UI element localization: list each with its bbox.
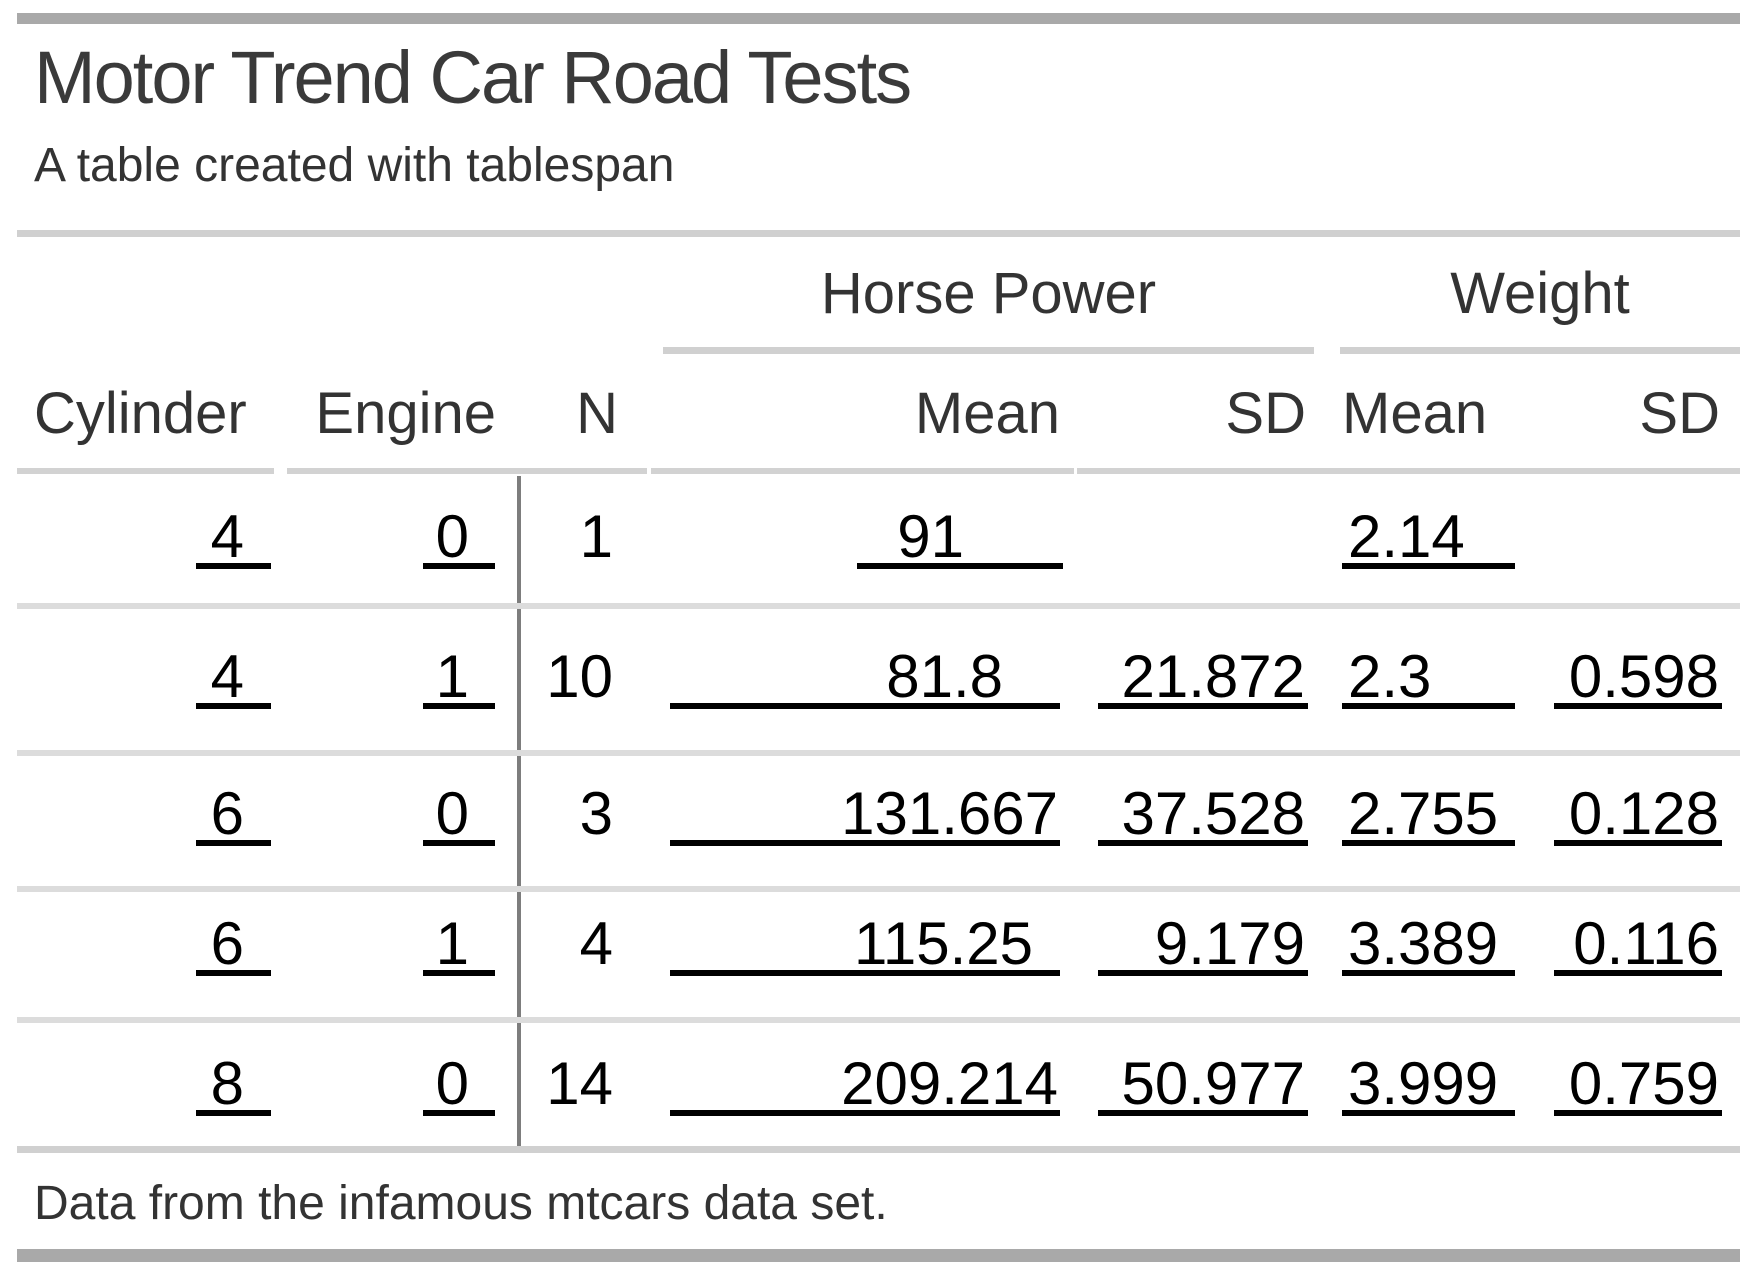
cell-engine: 0 xyxy=(423,1052,495,1116)
cell-hp-sd: 21.872 xyxy=(1098,645,1308,709)
cell-cylinder: 8 xyxy=(196,1052,271,1116)
cell-wt-sd xyxy=(1554,505,1722,569)
header-divider-segment xyxy=(287,468,647,474)
cell-cylinder: 6 xyxy=(196,912,271,976)
cell-hp-sd: 9.179 xyxy=(1098,912,1308,976)
cell-wt-sd: 0.128 xyxy=(1554,782,1722,846)
column-header-hp-mean: Mean xyxy=(914,381,1060,446)
top-border-bar xyxy=(17,13,1740,24)
cell-engine: 1 xyxy=(423,912,495,976)
cell-n: 14 xyxy=(546,1050,613,1117)
spanner-horse-power: Horse Power xyxy=(820,261,1157,326)
spanner-weight: Weight xyxy=(1450,261,1630,326)
cell-hp-mean: 115.25 xyxy=(670,912,1060,976)
bottom-border-bar xyxy=(17,1249,1740,1262)
cell-wt-mean: 2.755 xyxy=(1342,782,1515,846)
cell-wt-sd: 0.116 xyxy=(1554,912,1722,976)
row-divider xyxy=(17,1017,1740,1023)
cell-hp-sd: 50.977 xyxy=(1098,1052,1308,1116)
row-divider xyxy=(17,750,1740,756)
cell-cylinder: 4 xyxy=(196,505,271,569)
cell-hp-sd xyxy=(1098,505,1308,569)
cell-hp-sd: 37.528 xyxy=(1098,782,1308,846)
cell-cylinder: 4 xyxy=(196,645,271,709)
cell-n: 3 xyxy=(579,780,613,847)
column-header-wt-mean: Mean xyxy=(1342,381,1488,446)
page-subtitle: A table created with tablespan xyxy=(34,139,675,192)
cell-wt-mean: 2.3 xyxy=(1342,645,1515,709)
cell-wt-sd: 0.598 xyxy=(1554,645,1722,709)
footer-divider xyxy=(17,1146,1740,1153)
spanner-underline-weight xyxy=(1340,347,1740,354)
cell-wt-sd: 0.759 xyxy=(1554,1052,1722,1116)
row-divider xyxy=(17,603,1740,609)
column-header-cylinder: Cylinder xyxy=(34,381,247,446)
column-header-n: N xyxy=(576,381,618,446)
column-header-hp-sd: SD xyxy=(1225,381,1306,446)
cell-engine: 0 xyxy=(423,782,495,846)
cell-n: 10 xyxy=(546,643,613,710)
header-divider-segment xyxy=(651,468,1074,474)
cell-hp-mean: 131.667 xyxy=(670,782,1060,846)
cell-hp-mean: 209.214 xyxy=(670,1052,1060,1116)
subtitle-divider xyxy=(17,230,1740,237)
cell-engine: 0 xyxy=(423,505,495,569)
engine-n-column-divider xyxy=(517,476,521,1146)
cell-hp-mean: 81.8 xyxy=(670,645,1060,709)
cell-engine: 1 xyxy=(423,645,495,709)
cell-wt-mean: 2.14 xyxy=(1342,505,1515,569)
cell-n: 1 xyxy=(579,503,613,570)
row-divider xyxy=(17,886,1740,892)
cell-wt-mean: 3.999 xyxy=(1342,1052,1515,1116)
column-header-engine: Engine xyxy=(315,381,496,446)
cell-wt-mean: 3.389 xyxy=(1342,912,1515,976)
page-title: Motor Trend Car Road Tests xyxy=(34,36,912,119)
header-divider-segment xyxy=(17,468,274,474)
cell-cylinder: 6 xyxy=(196,782,271,846)
column-header-wt-sd: SD xyxy=(1639,381,1720,446)
header-divider-segment xyxy=(1077,468,1740,474)
cell-hp-mean: 91 xyxy=(857,505,1063,569)
table-footnote: Data from the infamous mtcars data set. xyxy=(34,1177,888,1230)
cell-n: 4 xyxy=(579,910,613,977)
spanner-underline-horse-power xyxy=(663,347,1314,354)
